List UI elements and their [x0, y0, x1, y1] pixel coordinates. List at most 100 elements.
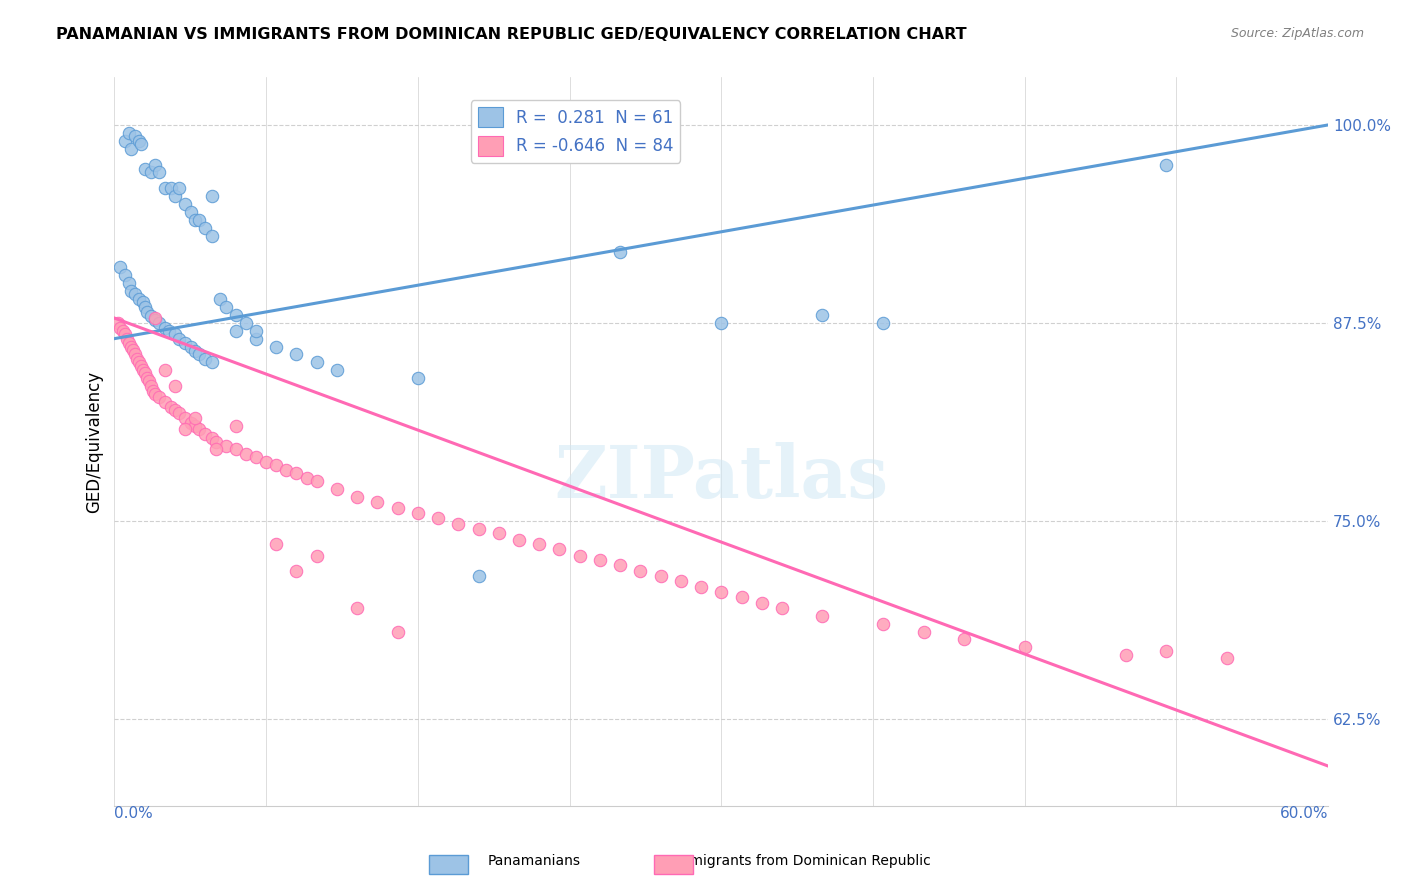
Point: [128, 134, 150, 148]
Point: [225, 442, 247, 457]
Point: [568, 549, 591, 563]
Point: [548, 542, 571, 557]
Point: [157, 324, 180, 338]
Point: [148, 390, 170, 404]
Point: [690, 580, 713, 594]
Point: [872, 616, 894, 631]
Point: [235, 447, 257, 461]
Point: [110, 320, 132, 334]
Point: [650, 569, 672, 583]
Point: [153, 181, 176, 195]
Point: [129, 136, 152, 151]
Point: [134, 300, 156, 314]
Point: [628, 565, 651, 579]
Point: [427, 510, 450, 524]
Point: [174, 336, 197, 351]
Point: [165, 403, 187, 417]
Point: [710, 585, 733, 599]
Point: [107, 316, 129, 330]
Point: [139, 165, 162, 179]
Point: [953, 632, 976, 647]
Point: [120, 284, 142, 298]
Point: [194, 352, 217, 367]
Point: [174, 422, 197, 436]
Point: [1115, 648, 1137, 663]
Point: [326, 482, 349, 496]
Point: [129, 359, 152, 373]
Point: [285, 466, 308, 480]
Point: [208, 292, 231, 306]
Point: [180, 340, 202, 354]
Point: [204, 442, 226, 457]
Point: [139, 310, 162, 324]
Point: [117, 277, 139, 291]
Point: [188, 347, 211, 361]
Point: [165, 379, 187, 393]
Point: [143, 157, 166, 171]
Point: [120, 142, 142, 156]
Point: [387, 501, 409, 516]
Point: [529, 537, 551, 551]
Point: [387, 624, 409, 639]
Point: [366, 494, 388, 508]
Point: [160, 400, 183, 414]
Text: 0.0%: 0.0%: [114, 805, 153, 821]
Point: [488, 526, 510, 541]
Point: [467, 569, 489, 583]
Point: [225, 324, 247, 338]
Point: [148, 316, 170, 330]
Point: [132, 363, 155, 377]
Point: [111, 324, 134, 338]
Point: [148, 165, 170, 179]
Point: [1156, 643, 1178, 657]
Point: [215, 439, 238, 453]
Point: [184, 410, 207, 425]
Point: [872, 316, 894, 330]
Point: [125, 352, 148, 367]
Point: [132, 295, 155, 310]
Point: [143, 312, 166, 326]
Point: [194, 220, 217, 235]
Point: [117, 336, 139, 351]
Point: [245, 332, 267, 346]
Point: [115, 332, 138, 346]
Point: [142, 384, 165, 398]
Point: [406, 506, 429, 520]
Text: Immigrants from Dominican Republic: Immigrants from Dominican Republic: [672, 854, 931, 868]
Text: 60.0%: 60.0%: [1279, 805, 1329, 821]
Point: [135, 304, 157, 318]
Point: [254, 455, 277, 469]
Point: [124, 287, 146, 301]
Point: [730, 590, 752, 604]
Point: [135, 371, 157, 385]
Text: Panamanians: Panamanians: [488, 854, 581, 868]
Point: [184, 418, 207, 433]
Point: [110, 260, 132, 275]
Point: [128, 355, 150, 369]
Point: [305, 549, 328, 563]
Point: [1156, 157, 1178, 171]
Point: [751, 596, 773, 610]
Point: [134, 367, 156, 381]
Point: [124, 128, 146, 143]
Point: [184, 344, 207, 359]
Point: [346, 490, 368, 504]
Point: [114, 268, 136, 283]
Point: [770, 600, 793, 615]
Point: [120, 340, 142, 354]
Point: [225, 308, 247, 322]
Point: [188, 213, 211, 227]
Legend: R =  0.281  N = 61, R = -0.646  N = 84: R = 0.281 N = 61, R = -0.646 N = 84: [471, 100, 681, 162]
Point: [811, 308, 834, 322]
Point: [710, 316, 733, 330]
Point: [117, 126, 139, 140]
Point: [264, 537, 287, 551]
Point: [153, 395, 176, 409]
Point: [200, 355, 222, 369]
Point: [165, 189, 187, 203]
Point: [128, 292, 150, 306]
Point: [609, 558, 631, 572]
Point: [264, 340, 287, 354]
Point: [121, 343, 143, 357]
Point: [669, 574, 692, 588]
